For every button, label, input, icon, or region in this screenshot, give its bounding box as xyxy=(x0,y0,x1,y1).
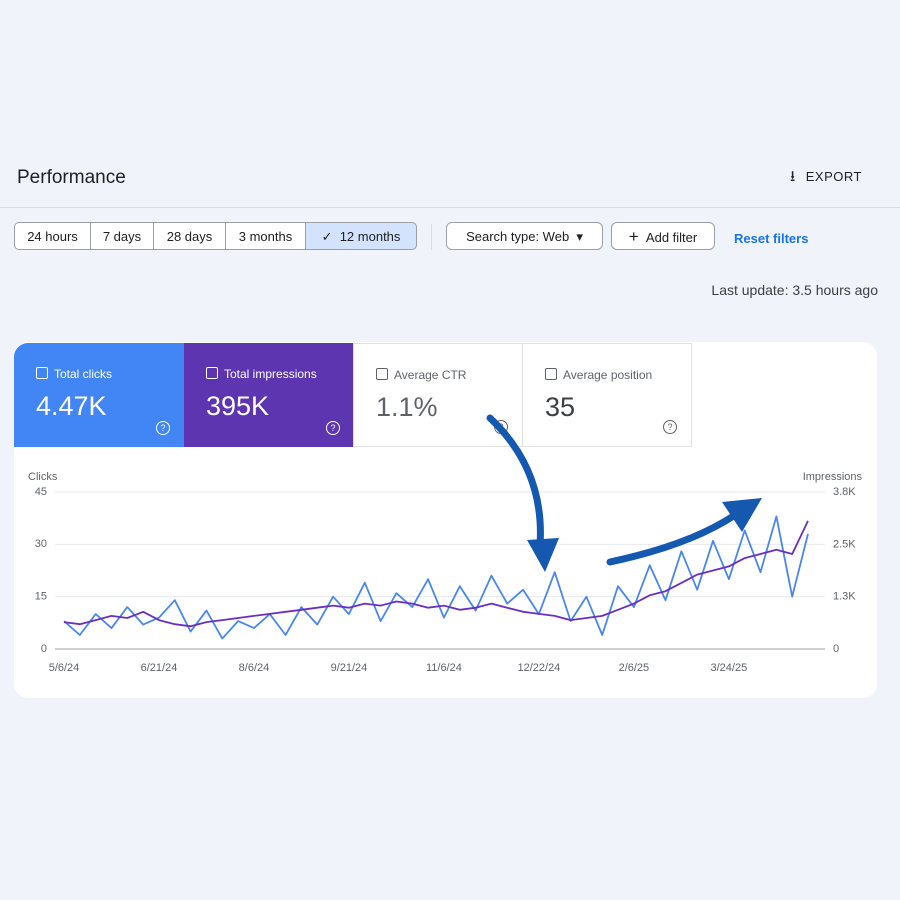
arrow-head xyxy=(527,538,559,572)
metric-label: Average CTR xyxy=(394,368,467,382)
y2-tick-label: 2.5K xyxy=(833,538,856,550)
checkbox xyxy=(376,368,388,380)
range-label: 12 months xyxy=(339,229,401,244)
x-tick-label: 11/6/24 xyxy=(426,662,462,674)
x-tick-label: 5/6/24 xyxy=(49,662,80,674)
help-icon[interactable]: ? xyxy=(663,420,677,434)
range-button[interactable]: 24 hours xyxy=(14,222,91,250)
y2-tick-label: 3.8K xyxy=(833,486,856,498)
add-filter-label: Add filter xyxy=(645,230,698,245)
metric-tile[interactable]: Average CTR 1.1%? xyxy=(353,343,523,447)
header-bar xyxy=(0,150,900,208)
checkbox xyxy=(36,367,48,379)
metric-value: 4.47K xyxy=(36,391,107,421)
export-button[interactable]: ⭳ EXPORT xyxy=(790,166,862,191)
metric-tile[interactable]: Total clicks 4.47K? xyxy=(14,343,184,447)
x-tick-label: 8/6/24 xyxy=(239,662,270,674)
plus-icon: + xyxy=(628,227,639,246)
y-tick-label: 15 xyxy=(35,591,47,603)
range-button[interactable]: 3 months xyxy=(225,222,306,250)
y-axis-title: Clicks xyxy=(28,471,58,483)
divider xyxy=(431,224,432,250)
arrow xyxy=(486,414,544,549)
page-title: Performance xyxy=(17,167,126,188)
series-line xyxy=(63,520,809,628)
annotation-arrows xyxy=(486,414,762,572)
y-tick-label: 45 xyxy=(35,486,47,498)
metric-label: Total clicks xyxy=(54,367,113,381)
range-button[interactable]: 28 days xyxy=(153,222,226,250)
range-button-selected[interactable]: ✓ 12 months xyxy=(305,222,417,250)
reset-filters-link[interactable]: Reset filters xyxy=(734,231,809,246)
y2-tick-label: 0 xyxy=(833,643,839,655)
metric-label: Total impressions xyxy=(224,367,317,381)
export-label: EXPORT xyxy=(805,169,862,184)
x-tick-label: 6/21/24 xyxy=(141,662,178,674)
x-tick-label: 9/21/24 xyxy=(331,662,368,674)
metric-tile[interactable]: Total impressions 395K? xyxy=(184,343,354,447)
y-tick-label: 30 xyxy=(35,538,47,550)
metric-value: 35 xyxy=(545,392,576,422)
checkbox xyxy=(545,368,557,380)
metric-value: 395K xyxy=(206,391,270,421)
export-icon: ⭳ xyxy=(790,168,796,185)
metric-label: Average position xyxy=(563,368,653,382)
metric-value: 1.1% xyxy=(376,392,438,422)
y2-tick-label: 1.3K xyxy=(833,591,856,603)
search-type-label: Search type: Web xyxy=(466,229,570,244)
x-tick-label: 12/22/24 xyxy=(517,662,560,674)
y-tick-label: 0 xyxy=(41,643,47,655)
help-icon[interactable]: ? xyxy=(326,421,340,435)
arrow-head xyxy=(722,498,762,532)
metric-tile[interactable]: Average position 35? xyxy=(522,343,692,447)
y2-axis-title: Impressions xyxy=(803,471,863,483)
x-tick-label: 2/6/25 xyxy=(619,662,650,674)
add-filter-button[interactable]: + Add filter xyxy=(611,222,715,250)
last-update: Last update: 3.5 hours ago xyxy=(711,282,878,298)
checkbox xyxy=(206,367,218,379)
help-icon[interactable]: ? xyxy=(156,421,170,435)
search-type-dropdown[interactable]: Search type: Web ▾ xyxy=(446,222,603,250)
x-tick-label: 3/24/25 xyxy=(711,662,748,674)
arrow xyxy=(606,511,739,566)
